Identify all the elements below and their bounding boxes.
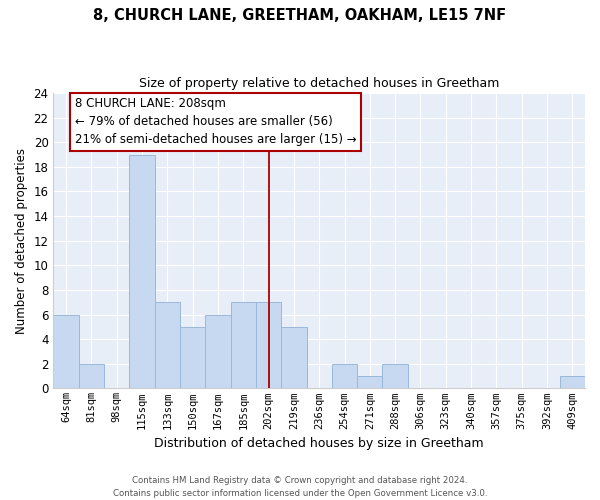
Bar (230, 302, 256, 388)
Bar (560, 376, 585, 388)
Bar (357, 376, 382, 388)
Bar (332, 364, 357, 388)
Bar (382, 364, 408, 388)
Text: 8, CHURCH LANE, GREETHAM, OAKHAM, LE15 7NF: 8, CHURCH LANE, GREETHAM, OAKHAM, LE15 7… (94, 8, 506, 22)
Title: Size of property relative to detached houses in Greetham: Size of property relative to detached ho… (139, 78, 499, 90)
Y-axis label: Number of detached properties: Number of detached properties (15, 148, 28, 334)
X-axis label: Distribution of detached houses by size in Greetham: Distribution of detached houses by size … (154, 437, 484, 450)
Text: 8 CHURCH LANE: 208sqm
← 79% of detached houses are smaller (56)
21% of semi-deta: 8 CHURCH LANE: 208sqm ← 79% of detached … (74, 98, 356, 146)
Bar (180, 327, 205, 388)
Bar (281, 327, 307, 388)
Text: Contains HM Land Registry data © Crown copyright and database right 2024.
Contai: Contains HM Land Registry data © Crown c… (113, 476, 487, 498)
Bar (130, 154, 155, 388)
Bar (256, 302, 281, 388)
Bar (205, 314, 230, 388)
Bar (155, 302, 180, 388)
Bar (79, 364, 104, 388)
Bar (53, 314, 79, 388)
